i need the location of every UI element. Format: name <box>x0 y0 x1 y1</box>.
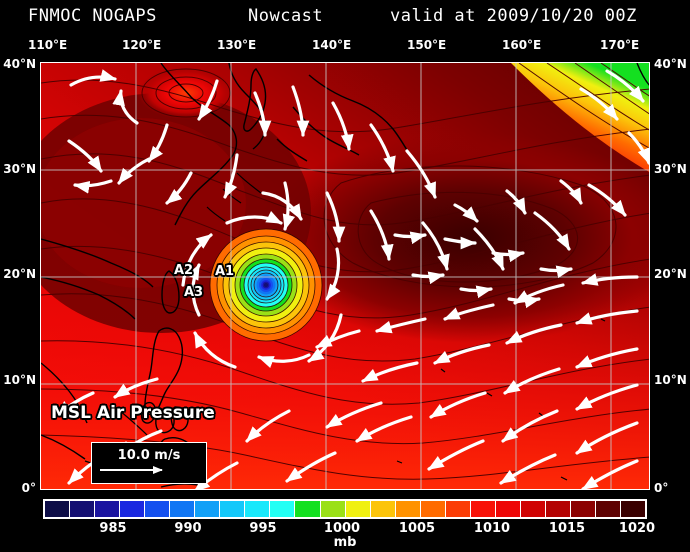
lat-tick-right-20n: 20°N <box>654 267 687 281</box>
colorbar-swatch <box>45 501 71 517</box>
lat-tick-right-10n: 10°N <box>654 373 687 387</box>
lat-tick-right-40n: 40°N <box>654 57 687 71</box>
lon-tick-120e: 120°E <box>122 38 162 52</box>
wind-vectors <box>55 69 649 489</box>
map-plot-area[interactable]: MSL Air Pressure A2 A1 A3 10.0 m/s <box>40 62 650 490</box>
lon-tick-140e: 140°E <box>312 38 352 52</box>
colorbar-swatch <box>320 501 346 517</box>
colorbar-swatch <box>545 501 571 517</box>
wind-scale-value: 10.0 m/s <box>117 448 181 463</box>
colorbar-swatch <box>245 501 271 517</box>
colorbar-tick-985: 985 <box>99 521 127 536</box>
colorbar-swatch <box>120 501 146 517</box>
lat-tick-left-30n: 30°N <box>3 162 36 176</box>
colorbar-swatch <box>370 501 396 517</box>
pressure-colorbar <box>43 499 647 519</box>
colorbar-swatch <box>270 501 296 517</box>
colorbar-tick-1000: 1000 <box>323 521 361 536</box>
lon-tick-130e: 130°E <box>217 38 257 52</box>
title-valid-time: valid at 2009/10/20 00Z <box>390 6 637 26</box>
colorbar-swatch <box>420 501 446 517</box>
colorbar-swatch <box>596 501 622 517</box>
colorbar-swatch <box>621 501 646 517</box>
wind-scale-arrow-icon <box>100 466 163 474</box>
lon-tick-160e: 160°E <box>502 38 542 52</box>
lon-tick-170e: 170°E <box>600 38 640 52</box>
lat-tick-left-40n: 40°N <box>3 57 36 71</box>
lat-tick-left-0: 0° <box>21 481 36 495</box>
lat-tick-left-20n: 20°N <box>3 267 36 281</box>
lat-tick-left-10n: 10°N <box>3 373 36 387</box>
wind-scale-legend: 10.0 m/s <box>91 442 207 484</box>
colorbar-swatch <box>145 501 171 517</box>
colorbar-swatch <box>495 501 521 517</box>
colorbar-swatch <box>470 501 496 517</box>
colorbar-swatch <box>170 501 196 517</box>
colorbar-swatch <box>295 501 321 517</box>
colorbar-swatch <box>95 501 121 517</box>
lon-tick-110e: 110°E <box>28 38 68 52</box>
lat-tick-right-0: 0° <box>654 481 669 495</box>
colorbar-swatch <box>395 501 421 517</box>
chart-title: FNMOC NOGAPS Nowcast valid at 2009/10/20… <box>0 2 690 30</box>
colorbar-swatch <box>195 501 221 517</box>
colorbar-swatch <box>445 501 471 517</box>
colorbar-tick-1020: 1020 <box>618 521 656 536</box>
title-forecast-kind: Nowcast <box>248 6 324 26</box>
title-model: FNMOC NOGAPS <box>28 6 157 26</box>
typhoon-core <box>209 228 323 342</box>
colorbar-swatch <box>220 501 246 517</box>
colorbar-unit-label: mb <box>333 535 357 550</box>
colorbar-tick-1005: 1005 <box>398 521 436 536</box>
colorbar-swatch <box>570 501 597 517</box>
colorbar-swatch <box>70 501 96 517</box>
colorbar-swatch <box>520 501 546 517</box>
colorbar-tick-1015: 1015 <box>548 521 586 536</box>
lon-tick-150e: 150°E <box>407 38 447 52</box>
pressure-field-svg <box>41 63 649 489</box>
colorbar-tick-990: 990 <box>174 521 202 536</box>
colorbar-tick-995: 995 <box>249 521 277 536</box>
colorbar-swatch <box>345 501 371 517</box>
colorbar-tick-1010: 1010 <box>473 521 511 536</box>
lat-tick-right-30n: 30°N <box>654 162 687 176</box>
